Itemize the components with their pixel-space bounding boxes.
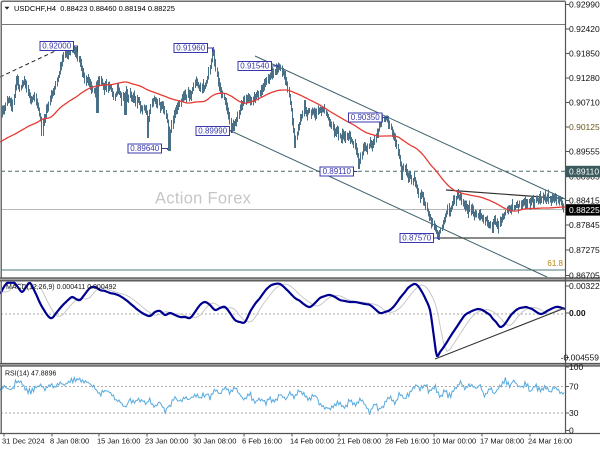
svg-text:0.88225: 0.88225 [569, 205, 600, 215]
svg-text:0.89640: 0.89640 [130, 144, 159, 153]
svg-text:28 Feb 16:00: 28 Feb 16:00 [385, 437, 429, 446]
svg-text:0.92420: 0.92420 [569, 24, 600, 34]
svg-text:0.87275: 0.87275 [569, 245, 600, 255]
svg-text:USDCHF,H4 0.88423 0.88460 0.8: USDCHF,H4 0.88423 0.88460 0.88194 0.8822… [14, 4, 175, 13]
svg-text:0.00: 0.00 [569, 308, 586, 318]
svg-text:21 Feb 08:00: 21 Feb 08:00 [337, 437, 381, 446]
svg-text:31 Dec 2024: 31 Dec 2024 [2, 437, 45, 446]
svg-text:0.88415: 0.88415 [569, 196, 600, 206]
svg-text:0.89990: 0.89990 [198, 127, 227, 136]
svg-text:Action Forex: Action Forex [155, 190, 252, 208]
svg-text:70: 70 [569, 382, 579, 392]
svg-text:0.92000: 0.92000 [42, 42, 71, 51]
svg-text:0.86705: 0.86705 [569, 271, 600, 281]
svg-text:0.92990: 0.92990 [569, 0, 600, 10]
svg-text:RSI(14) 47.8896: RSI(14) 47.8896 [5, 371, 56, 378]
svg-text:61.8: 61.8 [547, 259, 563, 268]
svg-text:0.91280: 0.91280 [569, 73, 600, 83]
svg-text:-0.004559: -0.004559 [561, 353, 600, 363]
svg-text:0.90350: 0.90350 [351, 113, 380, 122]
svg-text:23 Jan 00:00: 23 Jan 00:00 [145, 437, 188, 446]
svg-text:15 Jan 16:00: 15 Jan 16:00 [97, 437, 140, 446]
svg-text:30: 30 [569, 408, 579, 418]
svg-text:100: 100 [569, 362, 583, 372]
svg-text:0.90125: 0.90125 [569, 122, 600, 132]
svg-text:0: 0 [569, 426, 574, 436]
svg-text:0.89110: 0.89110 [323, 167, 352, 176]
svg-text:30 Jan 08:00: 30 Jan 08:00 [193, 437, 236, 446]
svg-text:0.87845: 0.87845 [569, 220, 600, 230]
svg-text:0.00322: 0.00322 [569, 281, 600, 291]
svg-text:8 Jan 08:00: 8 Jan 08:00 [50, 437, 89, 446]
svg-text:0.91540: 0.91540 [240, 62, 269, 71]
svg-text:0.89110: 0.89110 [569, 167, 599, 177]
svg-text:14 Feb 00:00: 14 Feb 00:00 [290, 437, 334, 446]
svg-text:0.89555: 0.89555 [569, 147, 600, 157]
svg-text:MACD(12,26,9) 0.000411 0.00049: MACD(12,26,9) 0.000411 0.000492 [6, 284, 116, 291]
svg-text:24 Mar 16:00: 24 Mar 16:00 [528, 437, 572, 446]
svg-text:0.87570: 0.87570 [402, 234, 431, 243]
svg-text:0.90710: 0.90710 [569, 98, 600, 108]
svg-text:0.91850: 0.91850 [569, 49, 600, 59]
svg-text:17 Mar 08:00: 17 Mar 08:00 [480, 437, 524, 446]
svg-text:0.91960: 0.91960 [176, 44, 205, 53]
svg-text:6 Feb 16:00: 6 Feb 16:00 [242, 437, 282, 446]
svg-text:10 Mar 00:00: 10 Mar 00:00 [432, 437, 476, 446]
